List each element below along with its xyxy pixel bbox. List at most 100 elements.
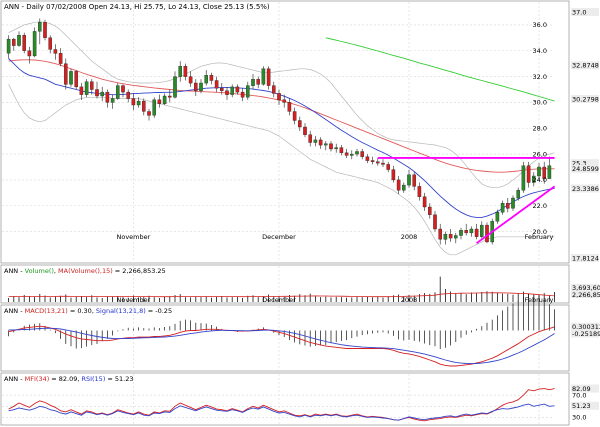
macd-right-label: -0.251895 [572, 330, 600, 338]
candle-body [147, 111, 151, 116]
candlesticks [6, 18, 552, 245]
candle-body [188, 76, 193, 84]
price-right-label-box [571, 254, 599, 262]
candle-body [277, 93, 281, 101]
mfi-value: = 82.09, [51, 375, 79, 383]
price-right-label-box [571, 164, 599, 173]
volume-ma-line [8, 292, 555, 298]
candle-body [334, 147, 338, 150]
candle-body [240, 91, 245, 98]
volume-x-label: 2008 [401, 296, 418, 304]
candle-body [53, 49, 58, 54]
candle-body [417, 186, 422, 197]
price-right-label-box [571, 94, 599, 103]
candle-body [214, 80, 219, 89]
candle-body [407, 174, 411, 186]
candle-body [344, 152, 349, 156]
candle-body [282, 99, 286, 103]
price-y-ticks: 36.0 34.0 32.0 30.0 28.0 26.0 24.0 22.0 20.0 [533, 21, 547, 236]
candle-body [308, 134, 312, 143]
candle-body [313, 139, 318, 143]
candle-body [173, 76, 177, 98]
candle-body [547, 165, 552, 179]
candle-body [459, 230, 463, 236]
price-y-tick: 36.0 [533, 21, 547, 29]
price-y-tick: 28.0 [533, 125, 547, 133]
oscillator-right-label-box [571, 384, 599, 393]
macd-title: ANN - MACD(13,21) = 0.30, Signal(13,21,8) =… [4, 307, 172, 315]
candle-body [428, 206, 432, 215]
sma200-line [325, 37, 555, 102]
candle-body [209, 75, 214, 81]
price-x-label: November [116, 233, 150, 241]
candle-body [157, 99, 162, 104]
candle-body [386, 164, 390, 170]
candle-body [235, 86, 240, 93]
candle-body [454, 235, 458, 239]
candle-body [485, 224, 489, 243]
candle-body [272, 85, 276, 94]
candle-body [58, 53, 63, 64]
candle-body [136, 100, 141, 106]
trendlines [377, 157, 556, 244]
candle-body [360, 151, 364, 157]
candle-body [396, 179, 401, 191]
volume-right-label-box [571, 291, 599, 298]
candle-body [266, 68, 271, 86]
candle-body [64, 63, 68, 85]
macd-right-label: 0.300312 [572, 323, 600, 331]
price-y-tick: 26.0 [533, 150, 547, 158]
oscillator-grid [2, 374, 552, 424]
candle-body [464, 230, 468, 234]
rsi-value: = 51.23 [107, 375, 133, 383]
candle-body [116, 85, 120, 99]
sma20-line [8, 58, 555, 218]
price-right-label-box [571, 8, 599, 16]
candle-body [152, 99, 156, 116]
candle-body [126, 91, 130, 99]
price-right-label-box [571, 184, 599, 193]
sma50-line [8, 59, 555, 173]
candle-body [27, 50, 32, 57]
candle-body [90, 81, 94, 90]
candle-body [298, 120, 302, 128]
candle-body [391, 169, 396, 181]
price-right-label: 37.0 [572, 8, 586, 16]
candle-body [350, 153, 354, 156]
candle-body [12, 38, 16, 46]
oscillator-y-tick: 30.0 [572, 414, 586, 422]
price-right-label: 32.8748 [572, 62, 599, 70]
candle-body [318, 139, 323, 146]
volume-x-label: November [116, 296, 150, 304]
candle-body [199, 82, 203, 91]
candle-body [443, 234, 448, 240]
macd-value: = 0.30, [70, 307, 94, 315]
candle-body [542, 166, 546, 179]
price-right-label-box [571, 159, 599, 168]
candle-body [230, 86, 234, 95]
band-lower-line [8, 84, 555, 256]
mfi-line [8, 388, 555, 422]
price-right-label: 17.8124 [572, 254, 599, 262]
candle-body [131, 98, 136, 106]
candle-body [448, 234, 453, 239]
price-grid [2, 2, 552, 262]
oscillator-right-label: 51.23 [572, 402, 591, 410]
price-right-label: 30.2798 [572, 95, 599, 103]
candle-body [433, 214, 437, 230]
candle-body [183, 66, 188, 77]
candle-body [204, 75, 208, 84]
volume-right-labels: 3,693,602,266,853 [571, 284, 600, 299]
candle-body [69, 71, 73, 85]
candle-body [303, 126, 307, 135]
moving-averages [8, 37, 555, 218]
price-right-label: 24.8599 [572, 165, 599, 173]
candle-body [355, 151, 359, 155]
candle-body [84, 81, 89, 95]
volume-right-label: 3,693,60 [572, 284, 600, 292]
candle-body [48, 37, 52, 50]
candle-body [370, 160, 375, 162]
candle-body [194, 82, 198, 91]
price-y-tick: 32.0 [533, 73, 547, 81]
